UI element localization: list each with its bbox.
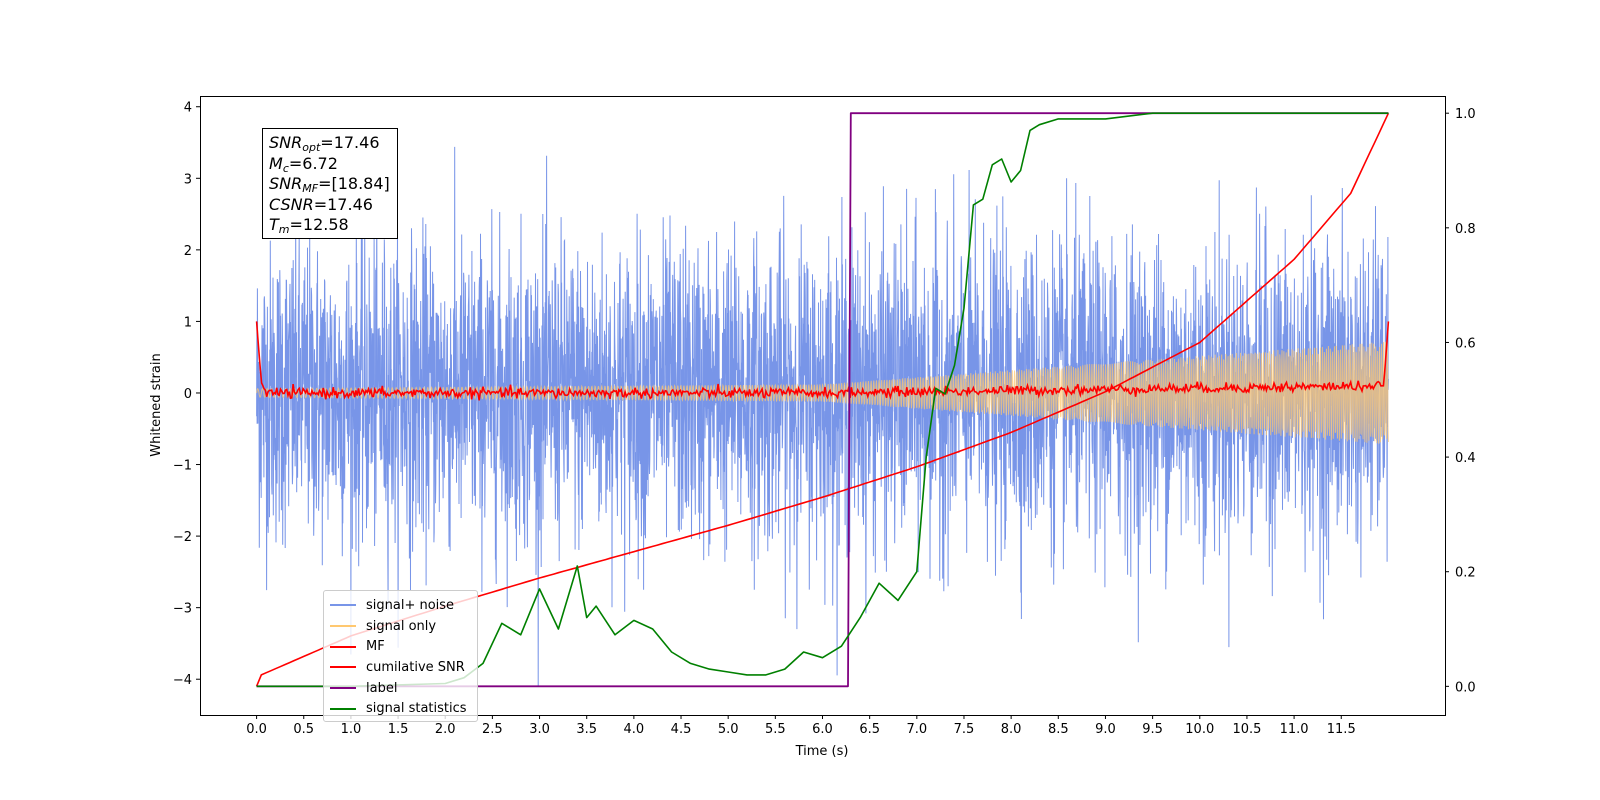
series-mf bbox=[255, 321, 1390, 401]
x-tick-label: 8.0 bbox=[1001, 722, 1022, 737]
x-tick-label: 11.0 bbox=[1280, 722, 1309, 737]
x-tick-label: 10.0 bbox=[1185, 722, 1214, 737]
x-tick-label: 2.0 bbox=[435, 722, 456, 737]
x-tick-label: 11.5 bbox=[1327, 722, 1356, 737]
y-tick-label: 1 bbox=[184, 315, 192, 330]
legend-item: signal only bbox=[330, 616, 471, 637]
legend-item: signal statistics bbox=[330, 698, 471, 719]
legend-label: signal+ noise bbox=[366, 597, 455, 613]
legend-label: label bbox=[366, 680, 398, 696]
x-tick-label: 0.5 bbox=[293, 722, 314, 737]
x-tick-label: 7.0 bbox=[906, 722, 927, 737]
x-tick-label: 1.0 bbox=[341, 722, 362, 737]
x-tick-label: 10.5 bbox=[1232, 722, 1261, 737]
annotation-snr-opt: SNRopt=17.46 bbox=[269, 133, 380, 154]
y-tick-label: −4 bbox=[173, 673, 192, 688]
legend-swatch bbox=[330, 604, 356, 607]
y-tick-label: 3 bbox=[184, 172, 192, 187]
legend-swatch bbox=[330, 707, 356, 710]
y2-tick-label: 0.2 bbox=[1455, 566, 1476, 581]
x-tick-label: 4.0 bbox=[624, 722, 645, 737]
legend-label: cumilative SNR bbox=[366, 659, 465, 675]
legend: signal+ noise signal only MF cumilative … bbox=[323, 590, 478, 722]
annotation-snr-mf: SNRMF=[18.84] bbox=[269, 174, 390, 195]
x-tick-label: 5.0 bbox=[718, 722, 739, 737]
x-tick-label: 6.0 bbox=[812, 722, 833, 737]
x-tick-label: 7.5 bbox=[954, 722, 975, 737]
x-tick-label: 3.0 bbox=[529, 722, 550, 737]
legend-swatch bbox=[330, 645, 356, 648]
x-tick-label: 9.0 bbox=[1095, 722, 1116, 737]
x-axis-label: Time (s) bbox=[795, 744, 849, 759]
x-tick-label: 1.5 bbox=[388, 722, 409, 737]
legend-item: MF bbox=[330, 636, 471, 657]
y2-tick-label: 1.0 bbox=[1455, 107, 1476, 122]
y-axis-label: Whitened strain bbox=[149, 353, 164, 456]
annotation-csnr: CSNR=17.46 bbox=[269, 194, 373, 214]
legend-swatch bbox=[330, 666, 356, 669]
y2-tick-label: 0.8 bbox=[1455, 222, 1476, 237]
series-label bbox=[256, 112, 1389, 688]
y-tick-label: 4 bbox=[184, 101, 192, 116]
series-signal-only bbox=[256, 341, 1389, 444]
x-tick-label: 3.5 bbox=[576, 722, 597, 737]
legend-item: label bbox=[330, 678, 471, 699]
y2-tick-label: 0.0 bbox=[1455, 680, 1476, 695]
x-tick-label: 6.5 bbox=[859, 722, 880, 737]
legend-item: cumilative SNR bbox=[330, 657, 471, 678]
series-signal-statistics bbox=[256, 112, 1389, 688]
annotation-tm: Tm=12.58 bbox=[269, 215, 349, 236]
legend-label: signal only bbox=[366, 618, 437, 634]
x-tick-label: 4.5 bbox=[671, 722, 692, 737]
legend-item: signal+ noise bbox=[330, 595, 471, 616]
x-tick-label: 8.5 bbox=[1048, 722, 1069, 737]
y-tick-label: 2 bbox=[184, 244, 192, 259]
legend-swatch bbox=[330, 687, 356, 690]
annotation-box: SNRopt=17.46 Mc=6.72 SNRMF=[18.84] CSNR=… bbox=[262, 128, 398, 239]
legend-label: MF bbox=[366, 639, 385, 655]
x-tick-label: 2.5 bbox=[482, 722, 503, 737]
y2-tick-label: 0.6 bbox=[1455, 336, 1476, 351]
legend-swatch bbox=[330, 625, 356, 628]
x-tick-label: 5.5 bbox=[765, 722, 786, 737]
y-tick-label: −3 bbox=[173, 602, 192, 617]
y2-tick-label: 0.4 bbox=[1455, 451, 1476, 466]
y-tick-label: −2 bbox=[173, 530, 192, 545]
y-tick-label: −1 bbox=[173, 459, 192, 474]
y-tick-label: 0 bbox=[184, 387, 192, 402]
x-tick-label: 9.5 bbox=[1142, 722, 1163, 737]
legend-label: signal statistics bbox=[366, 701, 467, 717]
x-tick-label: 0.0 bbox=[246, 722, 267, 737]
annotation-mc: Mc=6.72 bbox=[269, 153, 338, 175]
